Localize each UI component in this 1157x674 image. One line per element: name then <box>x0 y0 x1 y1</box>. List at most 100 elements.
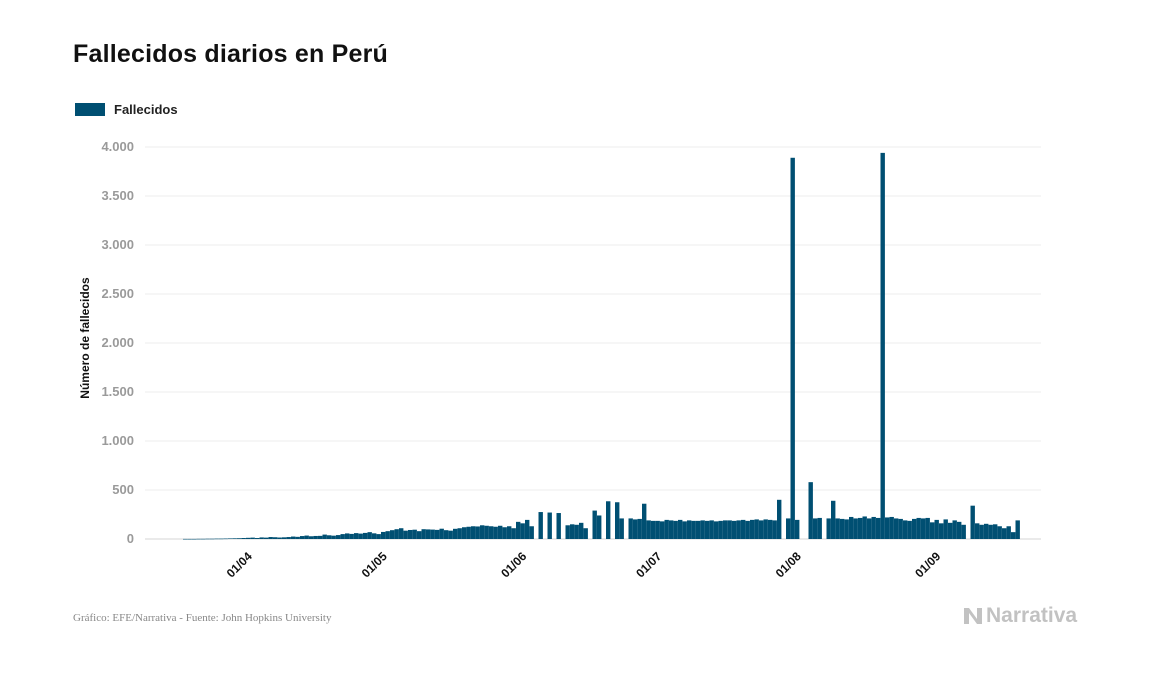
bar <box>507 526 512 539</box>
bar <box>993 524 998 539</box>
bar <box>273 537 278 539</box>
bar <box>480 525 485 539</box>
bar <box>570 524 575 539</box>
bar <box>633 519 638 539</box>
bar <box>858 517 863 539</box>
bar <box>957 521 962 539</box>
legend: Fallecidos <box>75 102 178 117</box>
x-tick-label: 01/08 <box>773 549 804 580</box>
bar <box>291 536 296 539</box>
bar <box>246 537 251 539</box>
bar <box>862 516 867 539</box>
bar <box>210 538 215 540</box>
bar <box>997 526 1002 539</box>
x-tick-label: 01/04 <box>224 549 255 580</box>
bar <box>921 518 926 539</box>
bar <box>232 538 237 539</box>
bar <box>889 516 894 539</box>
bar <box>358 533 363 539</box>
source-credit: Gráfico: EFE/Narrativa - Fuente: John Ho… <box>73 612 332 624</box>
bar <box>853 518 858 539</box>
bar <box>777 499 782 539</box>
bar <box>903 520 908 539</box>
bar <box>345 533 350 539</box>
bar <box>772 520 777 539</box>
bar <box>318 535 323 539</box>
bar <box>934 519 939 539</box>
bar <box>660 521 665 539</box>
bar <box>268 537 273 539</box>
bar <box>808 482 813 539</box>
bar <box>448 530 453 539</box>
bar <box>754 519 759 539</box>
bar <box>592 510 597 539</box>
bar <box>547 512 552 539</box>
bar <box>403 530 408 539</box>
bar <box>975 523 980 539</box>
bar <box>952 520 957 539</box>
bar <box>327 535 332 539</box>
bar <box>916 517 921 539</box>
bar <box>516 521 521 539</box>
bar <box>493 526 498 539</box>
bar <box>336 535 341 539</box>
bar <box>313 535 318 539</box>
bar <box>948 522 953 539</box>
bar <box>826 518 831 539</box>
bar <box>520 523 525 539</box>
bar <box>840 518 845 539</box>
bar <box>525 519 530 539</box>
bar <box>309 536 314 539</box>
bar <box>970 505 975 539</box>
y-tick-label: 1.500 <box>101 384 134 399</box>
bar <box>489 526 494 539</box>
bar <box>399 528 404 539</box>
legend-swatch <box>75 103 105 116</box>
bar <box>556 513 561 539</box>
bar <box>354 533 359 539</box>
y-tick-label: 2.500 <box>101 286 134 301</box>
bar <box>678 519 683 539</box>
bar <box>241 538 246 539</box>
bar <box>1015 520 1020 539</box>
bar <box>759 520 764 539</box>
bar <box>943 519 948 539</box>
bar <box>502 527 507 539</box>
brand-name: Narrativa <box>986 604 1078 627</box>
bar <box>223 538 228 540</box>
bar <box>322 534 327 539</box>
bar <box>718 520 723 539</box>
bar <box>390 530 395 539</box>
bar <box>394 529 399 539</box>
bar <box>412 529 417 539</box>
bar <box>687 520 692 539</box>
bar <box>705 520 710 539</box>
bar <box>282 537 287 539</box>
bar <box>925 517 930 539</box>
bar <box>372 533 377 539</box>
bar <box>264 537 269 539</box>
bar <box>655 520 660 539</box>
bar <box>574 524 579 539</box>
bar <box>421 529 426 539</box>
y-tick-label: 1.000 <box>101 433 134 448</box>
bar <box>750 519 755 539</box>
y-tick-label: 2.000 <box>101 335 134 350</box>
bar <box>732 520 737 539</box>
bar <box>597 515 602 539</box>
bar <box>187 538 192 540</box>
bar <box>1002 528 1007 539</box>
x-tick-label: 01/09 <box>912 549 943 580</box>
y-tick-label: 0 <box>127 531 134 546</box>
bar <box>259 537 264 539</box>
bar <box>255 538 260 539</box>
x-tick-label: 01/07 <box>633 549 664 580</box>
bar <box>651 520 656 539</box>
bar <box>304 535 309 539</box>
bar <box>606 501 611 539</box>
bar <box>700 520 705 539</box>
bar <box>727 520 732 539</box>
bar <box>331 535 336 539</box>
bar <box>529 526 534 539</box>
